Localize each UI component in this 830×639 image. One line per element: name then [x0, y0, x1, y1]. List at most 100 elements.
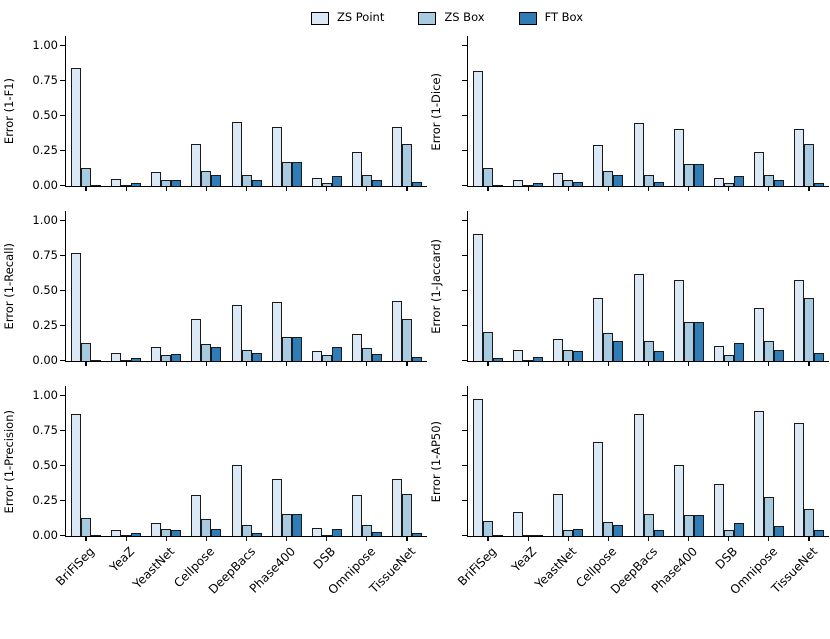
- bar-ft-box-tissuenet: [813, 183, 824, 186]
- subplot-row-top: Error (1-F1) 1.00 0.75 0.50 0.25 0.00 Error …: [0, 36, 830, 191]
- plot-area: [462, 211, 829, 366]
- bar-zs-point-yeastnet: [151, 523, 162, 536]
- subplot-row-middle: Error (1-Recall) 1.00 0.75 0.50 0.25 0.00 Er…: [0, 211, 830, 366]
- y-tick: [60, 79, 65, 81]
- bar-ft-box-yeastnet: [171, 530, 182, 536]
- y-tick: [462, 429, 467, 431]
- x-tick: [567, 186, 569, 191]
- bar-zs-box-deepbacs: [241, 349, 252, 361]
- x-tick: [406, 536, 408, 541]
- y-tick: [60, 114, 65, 116]
- plot-area: 1.00 0.75 0.50 0.25 0.00 BriFiSeg YeaZ YeastNet…: [32, 386, 427, 597]
- legend-label: ZS Box: [444, 10, 485, 25]
- y-tick: [462, 149, 467, 151]
- x-tick: [205, 361, 208, 366]
- y-tick-label: 0.00: [32, 527, 58, 542]
- bar-ft-box-cellpose: [211, 347, 222, 361]
- bar-zs-box-cellpose: [603, 170, 614, 186]
- bar-ft-box-cellpose: [613, 174, 624, 186]
- bar-zs-point-tissuenet: [391, 127, 402, 186]
- bar-ft-box-cellpose: [613, 341, 624, 361]
- x-tick: [165, 361, 167, 366]
- y-tick-label: 0.50: [32, 107, 58, 122]
- bar-ft-box-brifiseg: [493, 358, 504, 361]
- bar-zs-point-yeaz: [513, 512, 524, 536]
- bar-zs-point-dsb: [713, 177, 724, 186]
- bar-zs-point-yeastnet: [553, 338, 564, 361]
- subplot-error-1-recall: Error (1-Recall) 1.00 0.75 0.50 0.25 0.00: [0, 211, 427, 366]
- bar-zs-point-cellpose: [593, 442, 604, 536]
- bar-zs-point-dsb: [713, 345, 724, 361]
- bar-zs-point-yeaz: [111, 530, 122, 536]
- x-tick: [487, 186, 489, 191]
- bar-zs-box-deepbacs: [643, 174, 654, 186]
- bar-zs-point-yeaz: [111, 179, 122, 186]
- subplot-error-1-jaccard: Error (1-Jaccard): [427, 211, 829, 366]
- bar-zs-point-yeastnet: [553, 173, 564, 186]
- x-tick: [366, 361, 368, 366]
- y-axis-gutter: Error (1-Jaccard): [427, 211, 467, 362]
- bar-zs-box-dsb: [723, 183, 734, 186]
- bar-ft-box-deepbacs: [251, 180, 262, 186]
- x-tick: [406, 186, 408, 191]
- bar-zs-box-dsb: [723, 530, 734, 536]
- bar-zs-box-phase400: [683, 163, 694, 186]
- y-tick: [60, 324, 65, 326]
- y-axis-label: Error (1-F1): [2, 78, 16, 145]
- subplot-grid: Error (1-F1) 1.00 0.75 0.50 0.25 0.00 Error …: [0, 36, 830, 597]
- bar-ft-box-brifiseg: [493, 184, 504, 186]
- x-tick: [406, 361, 408, 366]
- bar-ft-box-omnipose: [371, 531, 382, 536]
- bar-zs-point-phase400: [271, 127, 282, 186]
- bar-ft-box-dsb: [331, 176, 342, 186]
- x-tick: [768, 361, 770, 366]
- bar-zs-point-brifiseg: [71, 414, 82, 536]
- bar-zs-point-deepbacs: [231, 464, 242, 536]
- bar-ft-box-deepbacs: [251, 352, 262, 361]
- bar-zs-box-phase400: [281, 162, 292, 186]
- bar-ft-box-brifiseg: [91, 534, 102, 536]
- bar-zs-box-tissuenet: [803, 298, 814, 361]
- bar-ft-box-phase400: [291, 162, 302, 186]
- bar-ft-box-dsb: [331, 529, 342, 536]
- bar-zs-box-omnipose: [763, 341, 774, 361]
- bar-zs-point-yeaz: [513, 180, 524, 186]
- bar-zs-box-brifiseg: [81, 517, 92, 536]
- legend-item-zs-point: ZS Point: [310, 11, 384, 25]
- bar-ft-box-dsb: [733, 176, 744, 186]
- x-tick: [85, 536, 87, 541]
- y-tick: [462, 464, 467, 466]
- y-axis-label: Error (1-Jaccard): [429, 239, 443, 334]
- legend-item-ft-box: FT Box: [518, 10, 584, 25]
- legend-label: FT Box: [544, 10, 584, 25]
- bar-ft-box-phase400: [693, 321, 704, 361]
- bar-zs-point-brifiseg: [71, 68, 82, 186]
- bar-ft-box-yeastnet: [171, 354, 182, 361]
- bar-ft-box-tissuenet: [411, 533, 422, 536]
- bar-zs-point-brifiseg: [473, 71, 484, 186]
- bar-zs-box-brifiseg: [81, 342, 92, 361]
- plot-area: BriFiSeg YeaZ YeastNet Cellpose DeepBacs Phas…: [455, 386, 829, 597]
- bar-zs-point-omnipose: [753, 307, 764, 361]
- bar-zs-point-omnipose: [351, 495, 362, 536]
- x-tick: [285, 361, 288, 366]
- bar-ft-box-phase400: [693, 163, 704, 186]
- bar-zs-box-yeastnet: [563, 180, 574, 186]
- bar-zs-point-omnipose: [351, 334, 362, 361]
- bar-zs-box-yeastnet: [161, 180, 172, 186]
- x-tick: [125, 536, 127, 541]
- bar-ft-box-deepbacs: [653, 351, 664, 361]
- bar-zs-point-deepbacs: [231, 305, 242, 361]
- x-tick: [647, 186, 650, 191]
- bar-zs-point-brifiseg: [473, 233, 484, 361]
- bar-zs-box-cellpose: [201, 519, 212, 536]
- bar-zs-box-dsb: [321, 355, 332, 361]
- bar-zs-point-phase400: [673, 464, 684, 536]
- x-tick: [85, 361, 87, 366]
- legend: ZS Point ZS Box FT Box: [66, 7, 828, 29]
- y-tick: [60, 184, 65, 186]
- x-tick: [245, 186, 248, 191]
- y-tick: [60, 289, 65, 291]
- bar-ft-box-brifiseg: [91, 184, 102, 186]
- bar-zs-point-yeastnet: [151, 347, 162, 361]
